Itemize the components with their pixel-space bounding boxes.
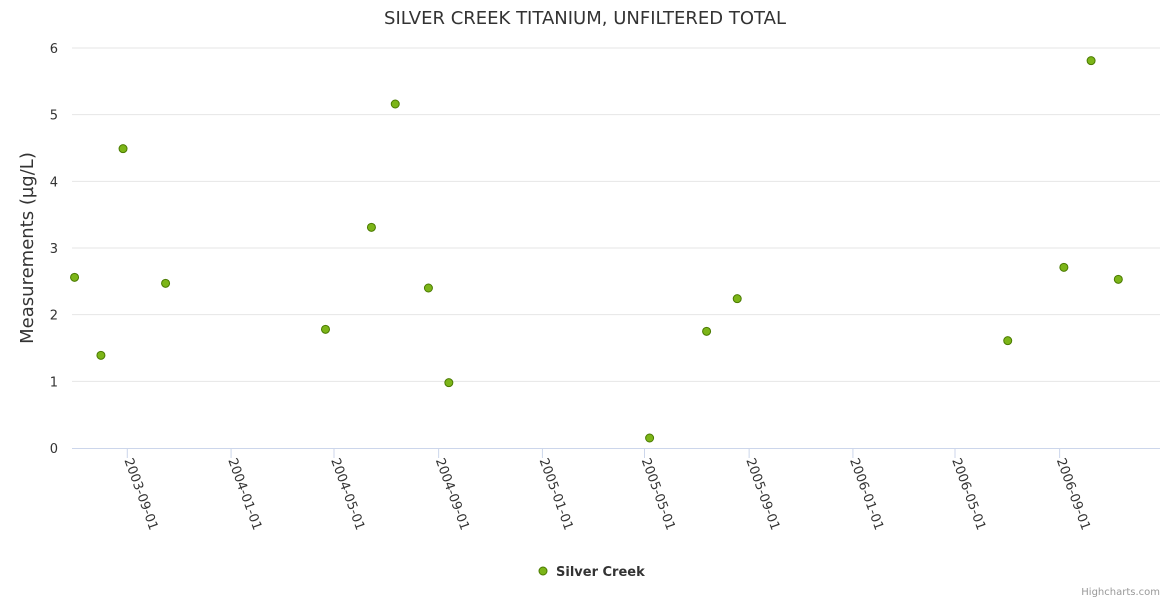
y-axis-label: Measurements (µg/L)	[17, 152, 38, 344]
legend-label[interactable]: Silver Creek	[556, 565, 645, 580]
data-point[interactable]	[161, 278, 171, 288]
series-silver-creek[interactable]	[70, 56, 1123, 443]
x-tick-label: 2004-05-01	[327, 456, 367, 532]
x-tick-label: 2005-05-01	[638, 456, 678, 532]
y-tick-label: 4	[50, 175, 58, 190]
data-point[interactable]	[1003, 336, 1013, 346]
x-tick-label: 2004-01-01	[224, 456, 264, 532]
y-tick-label: 5	[50, 109, 58, 124]
data-point[interactable]	[118, 144, 128, 154]
x-tick-label: 2005-09-01	[742, 456, 782, 532]
data-point[interactable]	[390, 99, 400, 109]
y-tick-label: 0	[50, 442, 58, 457]
x-tick-label: 2006-01-01	[846, 456, 886, 532]
x-tick-label: 2004-09-01	[432, 456, 472, 532]
x-tick-label: 2006-09-01	[1053, 456, 1093, 532]
y-axis-ticks: 0 1 2 3 4 5 6	[50, 42, 58, 457]
data-point[interactable]	[444, 378, 454, 388]
data-point[interactable]	[423, 283, 433, 293]
y-tick-label: 3	[50, 242, 58, 257]
data-point[interactable]	[645, 433, 655, 443]
chart-title: SILVER CREEK TITANIUM, UNFILTERED TOTAL	[384, 8, 786, 29]
data-point[interactable]	[702, 326, 712, 336]
y-tick-label: 1	[50, 375, 58, 390]
grid-lines	[72, 47, 1160, 382]
y-tick-label: 6	[50, 42, 58, 57]
data-point[interactable]	[1113, 274, 1123, 284]
x-tick-label: 2005-01-01	[536, 456, 576, 532]
data-point[interactable]	[366, 222, 376, 232]
data-point[interactable]	[732, 294, 742, 304]
data-point[interactable]	[1059, 262, 1069, 272]
data-point[interactable]	[1086, 56, 1096, 66]
x-tick-label: 2006-05-01	[948, 456, 988, 532]
legend[interactable]: Silver Creek	[538, 565, 645, 580]
credits-link[interactable]: Highcharts.com	[1081, 587, 1160, 598]
legend-marker	[538, 566, 548, 576]
y-tick-label: 2	[50, 309, 58, 324]
x-axis-ticks: 2003-09-01 2004-01-01 2004-05-01 2004-09-01…	[121, 448, 1093, 532]
data-point[interactable]	[96, 350, 106, 360]
data-point[interactable]	[70, 272, 80, 282]
data-point[interactable]	[320, 324, 330, 334]
x-tick-label: 2003-09-01	[121, 456, 161, 532]
